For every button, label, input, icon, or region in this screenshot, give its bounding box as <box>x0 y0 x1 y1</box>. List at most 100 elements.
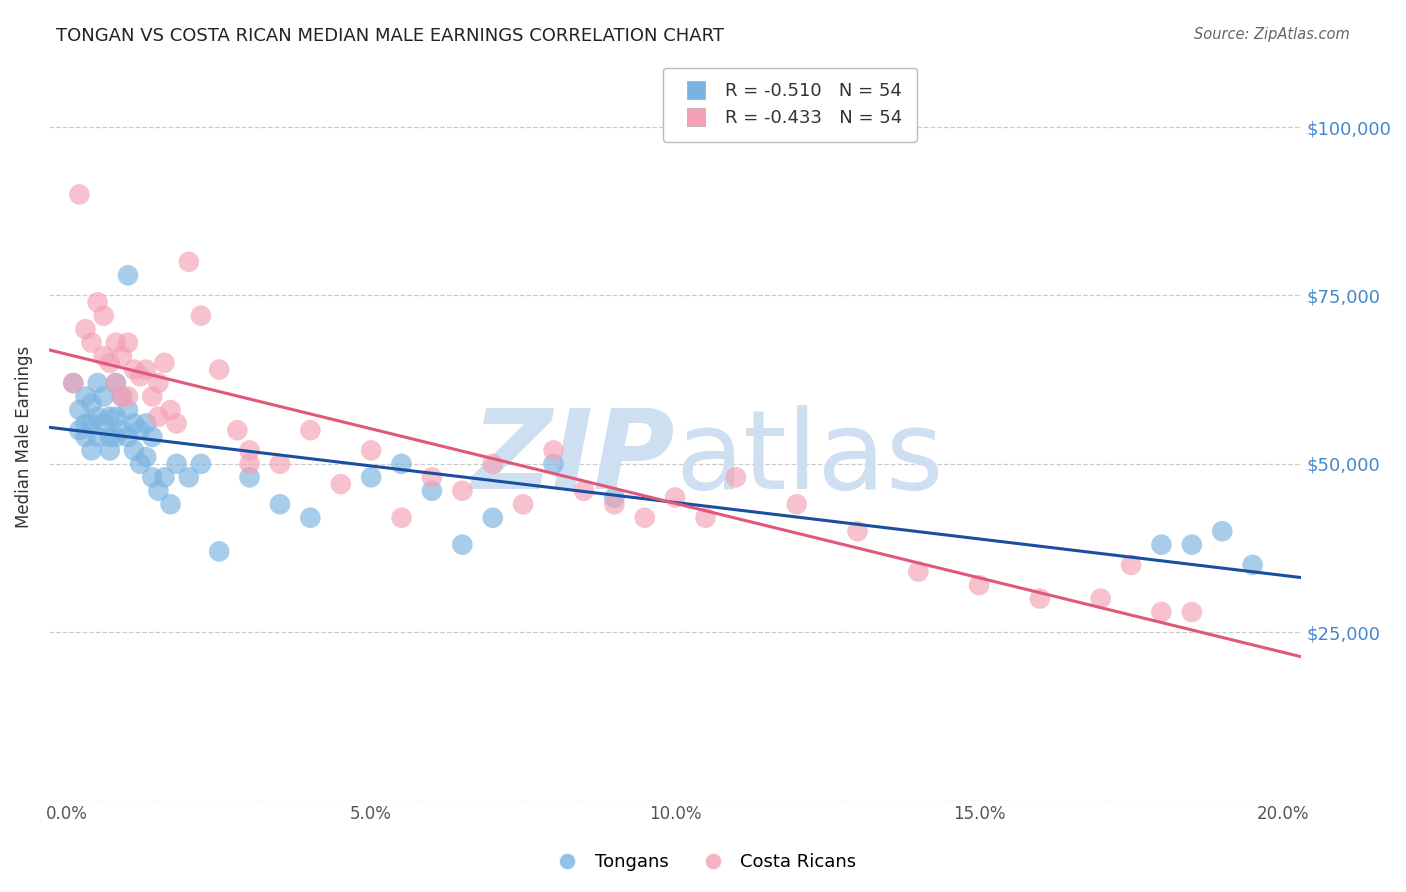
Point <box>153 356 176 370</box>
Point <box>86 409 108 424</box>
Point <box>75 322 97 336</box>
Point <box>141 390 163 404</box>
Point <box>664 491 686 505</box>
Point <box>1029 591 1052 606</box>
Point <box>98 356 121 370</box>
Point <box>543 457 565 471</box>
Point <box>141 470 163 484</box>
Text: atlas: atlas <box>675 405 943 512</box>
Point <box>208 362 231 376</box>
Point <box>166 417 188 431</box>
Point <box>111 349 134 363</box>
Point <box>1211 524 1233 539</box>
Point <box>329 477 352 491</box>
Point <box>98 430 121 444</box>
Point <box>98 409 121 424</box>
Point <box>603 497 626 511</box>
Point <box>1150 538 1173 552</box>
Point <box>141 430 163 444</box>
Point <box>117 403 139 417</box>
Point <box>93 390 115 404</box>
Point <box>481 457 503 471</box>
Point <box>451 538 474 552</box>
Legend: R = -0.510   N = 54, R = -0.433   N = 54: R = -0.510 N = 54, R = -0.433 N = 54 <box>664 68 917 142</box>
Point <box>111 390 134 404</box>
Point <box>93 309 115 323</box>
Point <box>420 483 443 498</box>
Point <box>86 295 108 310</box>
Point <box>148 376 170 390</box>
Point <box>135 450 157 464</box>
Point <box>86 376 108 390</box>
Point <box>166 457 188 471</box>
Point <box>117 268 139 283</box>
Point <box>129 369 152 384</box>
Text: ZIP: ZIP <box>471 405 675 512</box>
Point <box>177 255 200 269</box>
Point <box>75 417 97 431</box>
Point <box>159 403 181 417</box>
Point <box>603 491 626 505</box>
Point <box>177 470 200 484</box>
Point <box>512 497 534 511</box>
Point <box>634 510 657 524</box>
Point <box>239 470 262 484</box>
Point <box>80 396 103 410</box>
Point <box>104 430 127 444</box>
Point <box>75 430 97 444</box>
Text: Source: ZipAtlas.com: Source: ZipAtlas.com <box>1194 27 1350 42</box>
Point <box>967 578 990 592</box>
Point <box>572 483 595 498</box>
Point <box>80 443 103 458</box>
Point <box>190 457 212 471</box>
Point <box>391 510 413 524</box>
Point <box>104 376 127 390</box>
Point <box>129 457 152 471</box>
Point <box>67 423 90 437</box>
Point <box>226 423 249 437</box>
Point <box>129 423 152 437</box>
Text: TONGAN VS COSTA RICAN MEDIAN MALE EARNINGS CORRELATION CHART: TONGAN VS COSTA RICAN MEDIAN MALE EARNIN… <box>56 27 724 45</box>
Point <box>111 423 134 437</box>
Point <box>451 483 474 498</box>
Point <box>299 510 322 524</box>
Point <box>543 443 565 458</box>
Point <box>148 483 170 498</box>
Point <box>104 335 127 350</box>
Point <box>80 417 103 431</box>
Point <box>846 524 869 539</box>
Point <box>122 417 145 431</box>
Point <box>98 443 121 458</box>
Point <box>269 497 291 511</box>
Point <box>724 470 747 484</box>
Point <box>62 376 84 390</box>
Point <box>1241 558 1264 572</box>
Point <box>907 565 929 579</box>
Point <box>481 510 503 524</box>
Point <box>695 510 717 524</box>
Point <box>75 390 97 404</box>
Point <box>360 443 382 458</box>
Point <box>239 443 262 458</box>
Point <box>153 470 176 484</box>
Point <box>93 349 115 363</box>
Point <box>239 457 262 471</box>
Point <box>104 376 127 390</box>
Point <box>1090 591 1112 606</box>
Point <box>148 409 170 424</box>
Point <box>117 430 139 444</box>
Point <box>391 457 413 471</box>
Point <box>269 457 291 471</box>
Point <box>786 497 808 511</box>
Point <box>122 443 145 458</box>
Point <box>159 497 181 511</box>
Point <box>299 423 322 437</box>
Point <box>1181 538 1204 552</box>
Point <box>208 544 231 558</box>
Point <box>135 417 157 431</box>
Point <box>67 187 90 202</box>
Point <box>1150 605 1173 619</box>
Point <box>67 403 90 417</box>
Point <box>190 309 212 323</box>
Point <box>117 390 139 404</box>
